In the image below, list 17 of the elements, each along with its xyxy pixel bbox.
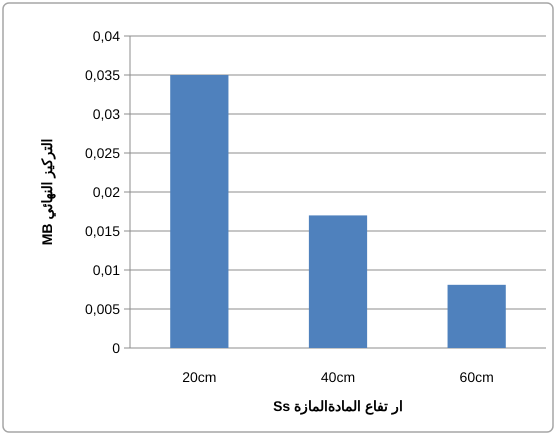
x-tick-label: 40cm xyxy=(320,369,356,385)
y-tick-label: 0,04 xyxy=(92,28,120,44)
y-tick-label: 0 xyxy=(112,340,120,356)
bar xyxy=(170,75,228,348)
x-axis-title: ار تفاع المادةالمازة Ss xyxy=(273,398,403,415)
y-axis-title: التركيز النهائي MB xyxy=(39,138,56,246)
y-tick-label: 0,02 xyxy=(92,184,120,200)
y-tick-label: 0,025 xyxy=(84,145,120,161)
x-tick-label: 60cm xyxy=(460,369,494,385)
x-tick-label: 20cm xyxy=(182,369,216,385)
bar xyxy=(448,284,506,348)
y-tick-label: 0,01 xyxy=(92,262,120,278)
y-tick-label: 0,005 xyxy=(84,301,120,317)
y-tick-label: 0,015 xyxy=(84,223,120,239)
y-tick-label: 0,035 xyxy=(84,67,120,83)
bar xyxy=(308,215,368,348)
y-tick-label: 0,03 xyxy=(92,106,120,122)
